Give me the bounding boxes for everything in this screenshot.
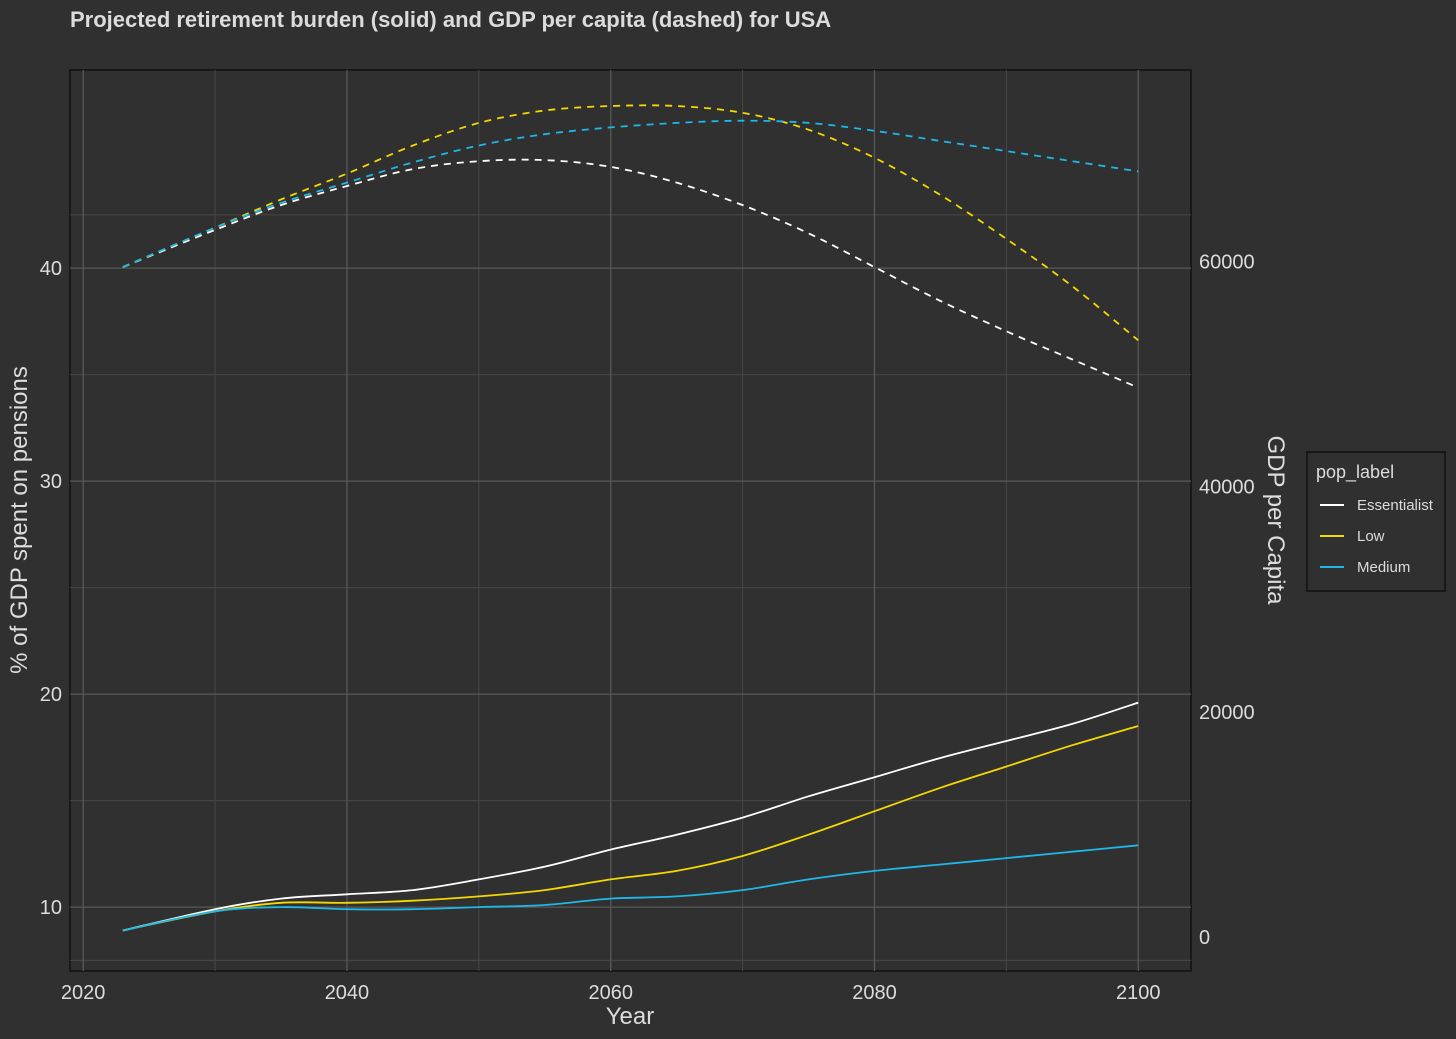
y-left-tick-label: 30 xyxy=(40,471,62,493)
y-left-tick-label: 10 xyxy=(40,897,62,919)
y-right-tick-label: 20000 xyxy=(1199,702,1255,724)
major-gridlines xyxy=(70,70,1191,971)
x-tick-label: 2060 xyxy=(588,982,633,1004)
pension-line-medium xyxy=(122,844,1139,932)
legend: pop_label Essentialist Low Medium xyxy=(1306,451,1446,592)
y-left-axis-ticks: 10 20 30 40 xyxy=(40,258,62,919)
legend-label-essentialist: Essentialist xyxy=(1357,497,1434,514)
minor-gridlines xyxy=(70,70,1191,971)
plot-area xyxy=(69,69,1192,972)
x-tick-label: 2080 xyxy=(852,982,897,1004)
gdp-line-medium xyxy=(122,119,1139,268)
y-left-tick-label: 20 xyxy=(40,684,62,706)
x-axis-title: Year xyxy=(606,1003,655,1030)
pension-line-low xyxy=(122,725,1139,932)
legend-label-medium: Medium xyxy=(1357,559,1410,576)
y-right-tick-label: 40000 xyxy=(1199,477,1255,499)
chart-title: Projected retirement burden (solid) and … xyxy=(70,7,831,32)
y-right-axis-ticks: 0 20000 40000 60000 xyxy=(1199,251,1255,949)
legend-label-low: Low xyxy=(1357,528,1385,545)
y-right-tick-label: 60000 xyxy=(1199,251,1255,273)
pension-line-essentialist xyxy=(122,701,1139,932)
y-left-axis-title: % of GDP spent on pensions xyxy=(6,366,33,674)
x-axis-ticks: 2020 2040 2060 2080 2100 xyxy=(61,982,1161,1004)
plot-panel-border xyxy=(69,69,1192,972)
y-left-tick-label: 40 xyxy=(40,258,62,280)
y-right-tick-label: 0 xyxy=(1199,927,1210,949)
x-tick-label: 2040 xyxy=(325,982,370,1004)
legend-items: Essentialist Low Medium xyxy=(1320,497,1434,576)
gdp-line-low xyxy=(122,104,1139,341)
x-tick-label: 2020 xyxy=(61,982,106,1004)
x-tick-label: 2100 xyxy=(1116,982,1161,1004)
gdp-line-essentialist xyxy=(122,158,1139,389)
legend-title: pop_label xyxy=(1316,462,1394,483)
data-lines xyxy=(122,104,1139,932)
y-right-axis-title: GDP per Capita xyxy=(1262,436,1289,606)
